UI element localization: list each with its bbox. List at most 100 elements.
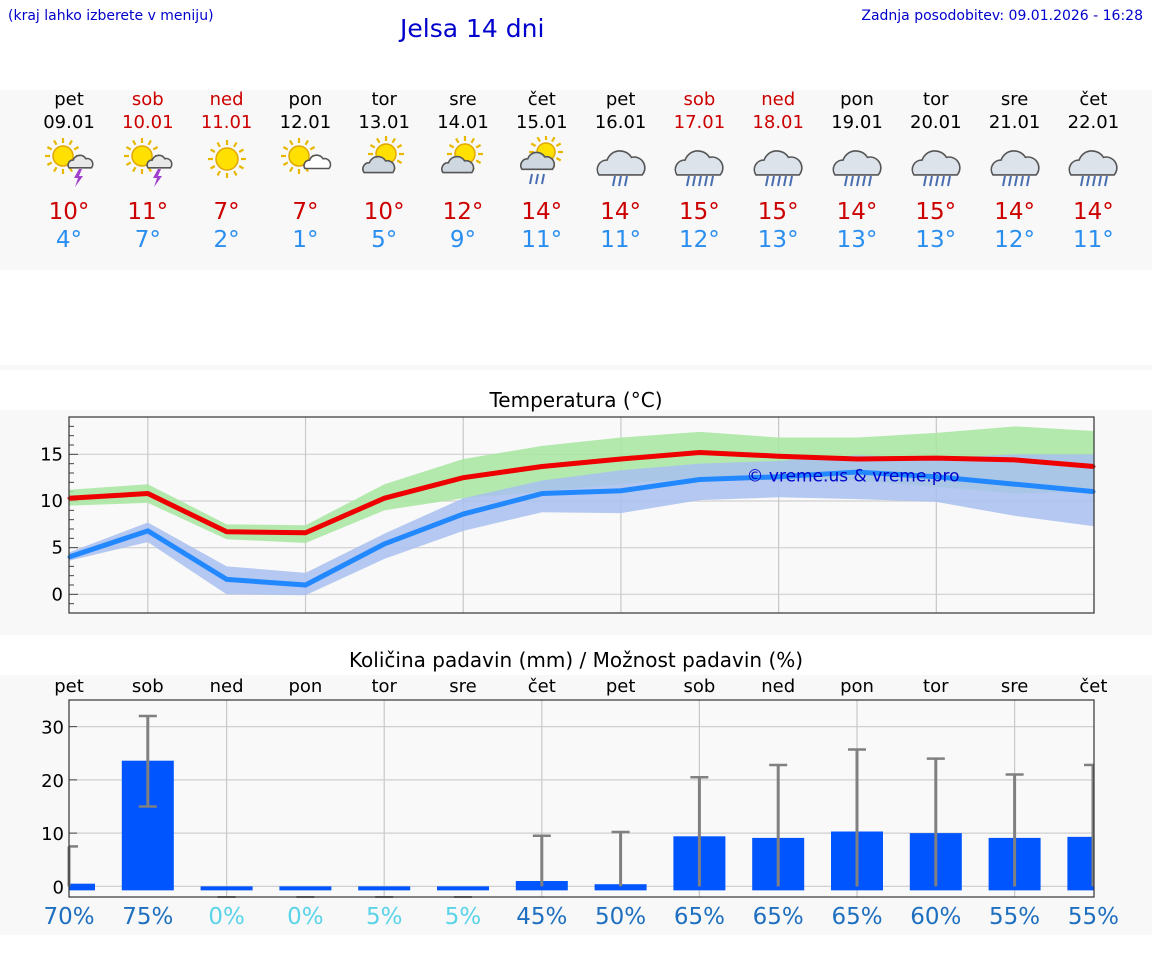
precip-bar	[279, 886, 332, 891]
max-temp: 15°	[757, 199, 799, 225]
day-date: 22.01	[1067, 112, 1120, 133]
min-temp-point	[777, 475, 781, 479]
day-date: 17.01	[673, 112, 726, 133]
min-temp: 1°	[292, 227, 319, 253]
min-temp-point	[855, 470, 859, 474]
precip-day-label: sre	[449, 676, 477, 697]
precip-day-label: pet	[605, 676, 636, 697]
min-temp: 7°	[134, 227, 161, 253]
precip-chance: 50%	[595, 904, 647, 930]
day-date: 21.01	[988, 112, 1041, 133]
max-temp: 12°	[442, 199, 484, 225]
min-temp: 13°	[757, 227, 799, 253]
max-temp-point	[698, 450, 702, 454]
sun-thunderstorm-icon	[45, 138, 94, 187]
max-temp-point	[934, 456, 938, 460]
min-temp-point	[540, 492, 544, 496]
day-name: pet	[54, 89, 84, 110]
max-temp-point	[304, 531, 308, 535]
day-date: 18.01	[752, 112, 804, 133]
precip-day-label: pon	[288, 676, 323, 697]
precip-chance: 0%	[208, 904, 245, 930]
cloud-heavy-rain-icon	[911, 150, 961, 187]
cloud-heavy-rain-icon	[674, 150, 725, 187]
min-temp-point	[304, 583, 308, 587]
max-temp: 7°	[213, 199, 240, 225]
cloud-heavy-rain-icon	[1068, 150, 1119, 187]
precip-chance: 65%	[831, 904, 883, 930]
precip-chance: 55%	[1067, 904, 1119, 930]
day-name: čet	[1079, 89, 1108, 110]
min-temp: 13°	[836, 227, 878, 253]
day-name: čet	[527, 89, 556, 110]
last-update: Zadnja posodobitev: 09.01.2026 - 16:28	[861, 8, 1143, 24]
min-temp: 13°	[915, 227, 957, 253]
sun-cloud-rain-icon	[519, 136, 563, 185]
min-temp: 4°	[55, 227, 83, 253]
plot-frame	[68, 699, 1095, 898]
max-temp: 14°	[521, 199, 563, 225]
min-temp: 2°	[213, 227, 240, 253]
max-temp: 11°	[127, 199, 169, 225]
day-date: 09.01	[43, 112, 95, 133]
max-temp-line	[68, 449, 1095, 536]
max-temp: 10°	[48, 199, 90, 225]
min-temp: 11°	[521, 227, 563, 253]
precip-chance: 0%	[287, 904, 324, 930]
max-temp: 15°	[679, 199, 720, 225]
precip-bar	[594, 884, 647, 891]
day-date: 10.01	[122, 112, 174, 133]
day-name: ned	[209, 89, 244, 110]
max-temp-point	[540, 464, 544, 468]
precip-chance: 60%	[910, 904, 962, 930]
day-date: 14.01	[437, 112, 489, 133]
y-tick-label: 10	[40, 491, 63, 512]
precip-bar	[69, 883, 95, 891]
y-tick-label: 10	[41, 824, 64, 845]
max-temp-point	[225, 530, 229, 534]
max-temp-point	[461, 476, 465, 480]
precip-chance: 65%	[752, 904, 804, 930]
min-temp-point	[619, 489, 623, 493]
forecast-strip	[0, 90, 1152, 270]
page-title: Jelsa 14 dni	[400, 14, 545, 43]
precip-chance: 70%	[43, 904, 95, 930]
precip-day-label: tor	[923, 676, 949, 697]
min-temp: 5°	[371, 227, 398, 253]
sun-small-cloud-icon	[281, 138, 332, 174]
y-tick-label: 30	[41, 718, 64, 739]
precip-day-label: čet	[1079, 676, 1108, 697]
max-temp-point	[777, 454, 781, 458]
min-temp-range-band	[69, 454, 1094, 596]
precip-day-label: tor	[371, 676, 397, 697]
max-temp: 14°	[836, 199, 878, 225]
y-tick-label: 0	[53, 877, 64, 898]
precip-day-label: pon	[840, 676, 874, 697]
precip-day-label: pet	[54, 676, 84, 697]
temperature-chart: 0 5 10 15 © vreme.us & vreme.pro	[40, 416, 1096, 614]
day-date: 12.01	[279, 112, 332, 133]
day-name: tor	[371, 89, 397, 110]
precip-bar	[358, 886, 411, 891]
precip-day-label: sob	[683, 676, 716, 697]
precip-chance: 45%	[516, 904, 568, 930]
region-hint[interactable]: (kraj lahko izberete v meniju)	[8, 8, 214, 24]
day-name: sob	[683, 89, 716, 110]
day-date: 15.01	[516, 112, 568, 133]
min-temp-point	[461, 512, 465, 516]
sun-icon	[207, 140, 246, 178]
max-temp-point	[146, 492, 150, 496]
sun-cloud-icon	[441, 136, 483, 174]
cloud-heavy-rain-icon	[753, 150, 803, 187]
day-name: pon	[840, 89, 874, 110]
min-temp: 12°	[679, 227, 720, 253]
precip-bar	[1067, 836, 1094, 891]
day-date: 16.01	[594, 112, 647, 133]
day-name: pet	[605, 89, 636, 110]
max-temp-point	[382, 496, 386, 500]
temperature-chart-title: Temperatura (°C)	[489, 388, 663, 412]
max-temp: 7°	[292, 199, 319, 225]
day-name: sre	[1000, 89, 1029, 110]
precip-chance: 65%	[673, 904, 725, 930]
precip-bar	[437, 886, 489, 891]
